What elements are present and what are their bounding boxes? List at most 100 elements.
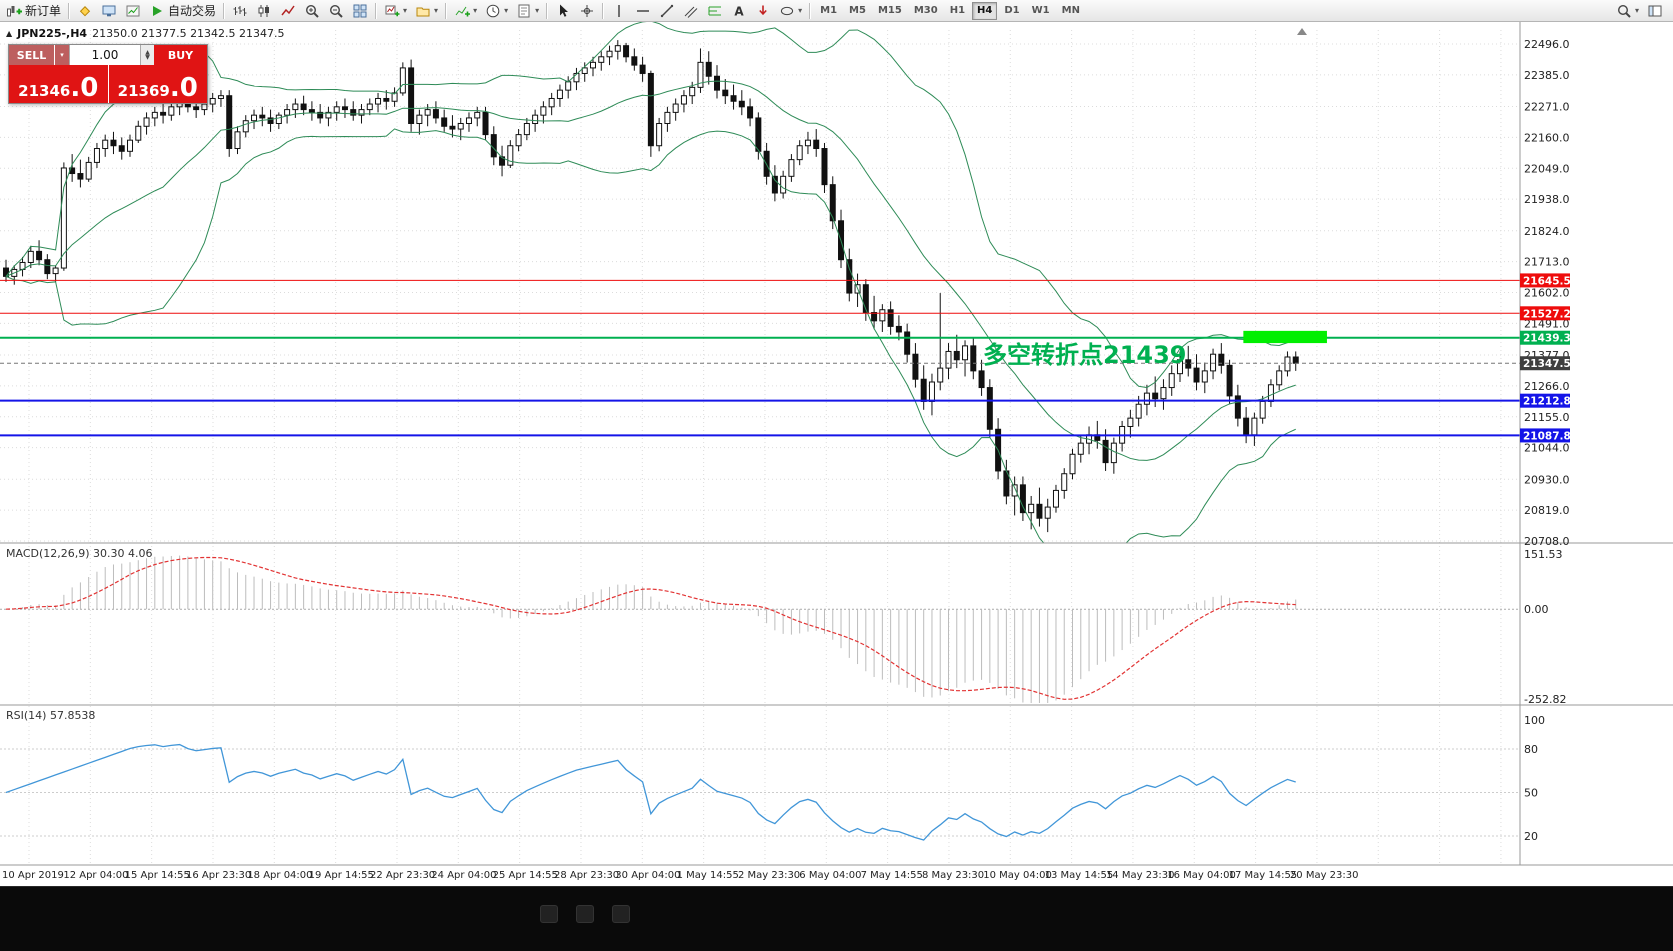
buy-price-button[interactable]: 21369 .0	[108, 65, 207, 103]
volume-dropdown-button[interactable]: ▾	[54, 45, 69, 65]
candlestick-chart-button[interactable]	[252, 1, 276, 21]
taskbar	[0, 886, 1673, 951]
timeframe-button-m15[interactable]: M15	[873, 2, 907, 20]
metaeditor-button[interactable]	[73, 1, 97, 21]
terminal-button[interactable]	[97, 1, 121, 21]
macd-signal-line	[5, 556, 1296, 700]
svg-text:A: A	[734, 4, 744, 18]
toolbar-separator	[375, 2, 378, 19]
shapes-button[interactable]: ▾	[775, 1, 806, 21]
chevron-down-icon: ▾	[535, 5, 540, 15]
buy-price-frac: .0	[169, 73, 198, 103]
volume-stepper[interactable]: ▲ ▼	[141, 45, 154, 65]
vertical-line-icon	[611, 3, 627, 19]
toolbar-button-label: 新订单	[25, 4, 62, 18]
svg-text:100: 100	[1524, 714, 1545, 727]
sell-button[interactable]: SELL	[9, 45, 54, 65]
arrows-button[interactable]	[751, 1, 775, 21]
svg-text:21347.5: 21347.5	[1523, 358, 1571, 370]
grid-layer	[0, 30, 1520, 865]
timeframe-button-h1[interactable]: H1	[945, 2, 970, 20]
bar-chart-button[interactable]	[228, 1, 252, 21]
timeframe-button-mn[interactable]: MN	[1057, 2, 1085, 20]
autotrading-button[interactable]: 自动交易	[145, 1, 220, 21]
svg-text:151.53: 151.53	[1524, 548, 1563, 561]
crosshair-button[interactable]	[575, 1, 599, 21]
tile-windows-button[interactable]	[348, 1, 372, 21]
price-tick-label: 20819.0	[1524, 504, 1570, 517]
trendline-button[interactable]	[655, 1, 679, 21]
svg-text:21645.5: 21645.5	[1523, 275, 1571, 287]
price-badge: 21439.3	[1520, 330, 1571, 345]
price-tick-label: 21266.0	[1524, 380, 1570, 393]
text-icon: A	[731, 3, 747, 19]
toolbar: 新订单 自动交易 ▾ ▾ ▾ ▾ ▾ A ▾ M1 M5 M15 M30 H1 H4 D1 W1 MN ▾	[0, 0, 1673, 22]
indicators-button[interactable]: ▾	[450, 1, 481, 21]
chevron-down-icon: ▾	[403, 5, 408, 15]
time-tick-label: 19 Apr 14:55	[309, 870, 374, 881]
fibonacci-button[interactable]	[703, 1, 727, 21]
shapes-icon	[779, 3, 795, 19]
search-button[interactable]: ▾	[1612, 1, 1643, 21]
vertical-line-button[interactable]	[607, 1, 631, 21]
chart-symbol-icon: ▲	[6, 29, 13, 38]
timeframe-button-d1[interactable]: D1	[999, 2, 1024, 20]
strategy-tester-button[interactable]	[121, 1, 145, 21]
taskbar-app-icon[interactable]	[612, 905, 630, 923]
timeframe-button-w1[interactable]: W1	[1027, 2, 1055, 20]
level-lines[interactable]	[0, 279, 1520, 437]
templates-button[interactable]: ▾	[512, 1, 543, 21]
price-axis[interactable]: 22496.0 22385.0 22271.0 22160.0 22049.0 21938…	[1524, 38, 1570, 548]
annotation-text[interactable]: 多空转折点21439	[983, 341, 1187, 369]
line-chart-button[interactable]	[276, 1, 300, 21]
taskbar-app-icon[interactable]	[540, 905, 558, 923]
text-button[interactable]: A	[727, 1, 751, 21]
new-order-icon	[6, 3, 22, 19]
chevron-down-icon: ▾	[504, 5, 509, 15]
svg-text:50: 50	[1524, 787, 1538, 800]
chart-shift-marker[interactable]	[1297, 28, 1307, 35]
profiles-button[interactable]: ▾	[411, 1, 442, 21]
toolbar-separator	[602, 2, 605, 19]
periods-icon	[485, 3, 501, 19]
taskbar-app-icon[interactable]	[576, 905, 594, 923]
taskbar-icons	[540, 905, 630, 923]
buy-button[interactable]: BUY	[154, 45, 207, 65]
new-chart-button[interactable]: ▾	[380, 1, 411, 21]
new-order-button[interactable]: 新订单	[2, 1, 65, 21]
volume-input[interactable]	[69, 45, 141, 65]
templates-icon	[516, 3, 532, 19]
timeframe-button-h4[interactable]: H4	[972, 1, 998, 20]
zoom-in-button[interactable]	[300, 1, 324, 21]
chevron-down-icon: ▾	[1634, 5, 1639, 15]
time-tick-label: 30 Apr 04:00	[615, 870, 680, 881]
horizontal-line-icon	[635, 3, 651, 19]
panel-separators[interactable]	[0, 22, 1673, 866]
chart-canvas[interactable]: 151.53 0.00 -252.82 100 80 50 20 22496.0 22385.0…	[0, 22, 1673, 886]
timeframe-button-m30[interactable]: M30	[909, 2, 943, 20]
timeframe-button-m1[interactable]: M1	[815, 2, 842, 20]
toolbar-button-label: 自动交易	[168, 4, 217, 18]
equidistant-channel-button[interactable]	[679, 1, 703, 21]
sell-price-button[interactable]: 21346 .0	[9, 65, 108, 103]
time-tick-label: 12 Apr 04:00	[63, 870, 128, 881]
metaeditor-icon	[77, 3, 93, 19]
horizontal-line-button[interactable]	[631, 1, 655, 21]
fibonacci-icon	[707, 3, 723, 19]
zoom-out-button[interactable]	[324, 1, 348, 21]
highlight-rectangle[interactable]	[1243, 330, 1327, 344]
time-tick-label: 6 May 04:00	[799, 870, 861, 881]
toolbar-separator	[223, 2, 226, 19]
price-tick-label: 21938.0	[1524, 193, 1570, 206]
chart-symbol: JPN225-,H4	[17, 27, 88, 40]
panels-button[interactable]	[1643, 1, 1667, 21]
time-tick-label: 17 May 14:55	[1229, 870, 1298, 881]
timeframe-button-m5[interactable]: M5	[844, 2, 871, 20]
price-badge: 21087.8	[1520, 428, 1571, 443]
cursor-button[interactable]	[551, 1, 575, 21]
toolbar-left-group: 新订单 自动交易 ▾ ▾ ▾ ▾ ▾ A ▾ M1 M5 M15 M30 H1 H4 D1 W1 MN	[2, 0, 1086, 22]
periods-button[interactable]: ▾	[481, 1, 512, 21]
price-tick-label: 20708.0	[1524, 535, 1570, 548]
